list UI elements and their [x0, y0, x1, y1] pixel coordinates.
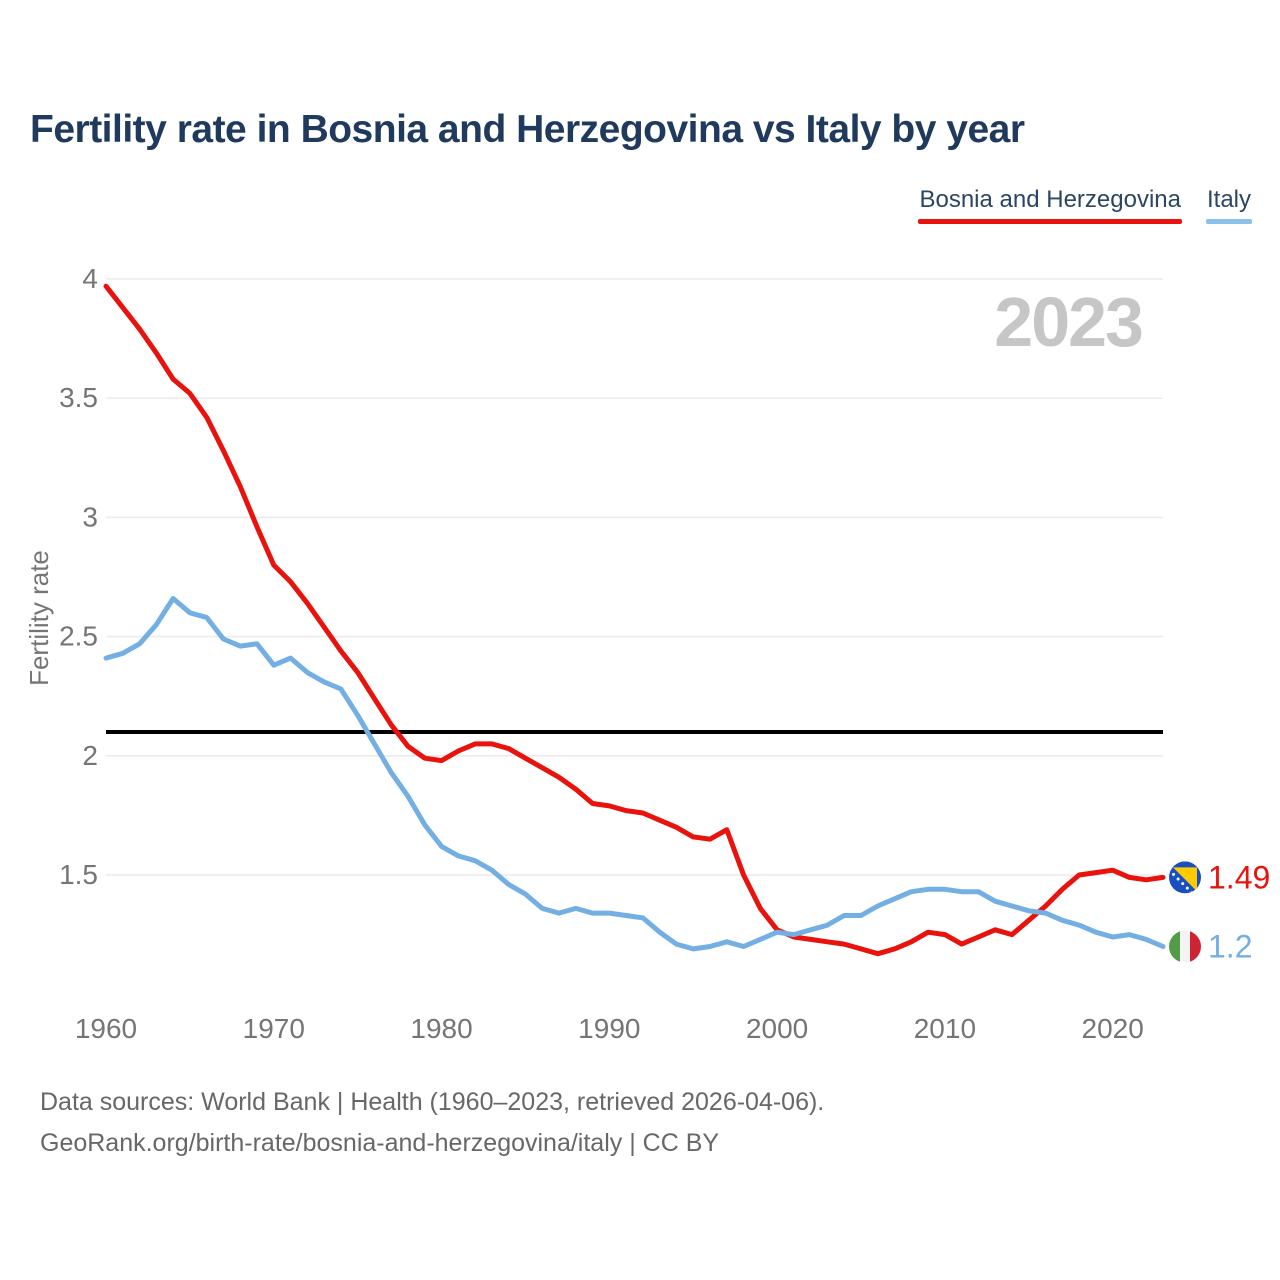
y-tick-label: 2.5: [59, 621, 98, 652]
watermark: 2023: [994, 283, 1144, 361]
legend-label: Italy: [1206, 186, 1251, 213]
footer-attribution: GeoRank.org/birth-rate/bosnia-and-herzeg…: [40, 1129, 720, 1157]
x-tick-label: 2000: [746, 1013, 808, 1044]
x-tick-label: 1970: [243, 1013, 305, 1044]
y-tick-label: 3: [82, 501, 98, 532]
data-series: [103, 283, 1166, 957]
end-value-label: 1.2: [1208, 929, 1252, 965]
y-tick-label: 4: [82, 263, 98, 294]
y-tick-label: 2: [82, 740, 98, 771]
legend-item-italy[interactable]: Italy: [1205, 186, 1252, 224]
page-title: Fertility rate in Bosnia and Herzegovina…: [30, 108, 1025, 151]
legend-color-bar: [1205, 219, 1252, 224]
end-value-label: 1.49: [1208, 859, 1270, 895]
watermark-year: 2023: [994, 283, 1142, 361]
series-line-italy[interactable]: [103, 596, 1166, 952]
footer-data-sources: Data sources: World Bank | Health (1960–…: [40, 1088, 825, 1116]
footer: Data sources: World Bank | Health (1960–…: [40, 1082, 824, 1164]
x-tick-label: 1960: [75, 1013, 137, 1044]
x-tick-label: 2010: [914, 1013, 976, 1044]
x-tick-label: 1980: [410, 1013, 472, 1044]
legend-label: Bosnia and Herzegovina: [919, 186, 1181, 213]
y-tick-label: 3.5: [59, 382, 98, 413]
legend-item-bosnia-and-herzegovina[interactable]: Bosnia and Herzegovina: [918, 186, 1182, 224]
legend: Bosnia and Herzegovina Italy: [918, 186, 1252, 224]
end-value-labels: 1.49 1.2: [1169, 859, 1270, 965]
series-line-bosnia-and-herzegovina[interactable]: [103, 283, 1166, 957]
axes: 4 3.5 3 2.5 2 1.5 1960 1970 1980 1990 2000 2010 2020…: [24, 263, 1144, 1044]
flag-bosnia-and-herzegovina-icon: [1169, 861, 1201, 894]
flag-italy-icon: [1169, 931, 1201, 963]
gridlines: [106, 278, 1163, 876]
legend-color-bar: [918, 219, 1182, 224]
x-tick-label: 2020: [1082, 1013, 1144, 1044]
x-tick-label: 1990: [578, 1013, 640, 1044]
y-axis-title: Fertility rate: [24, 550, 54, 686]
y-tick-label: 1.5: [59, 859, 98, 890]
